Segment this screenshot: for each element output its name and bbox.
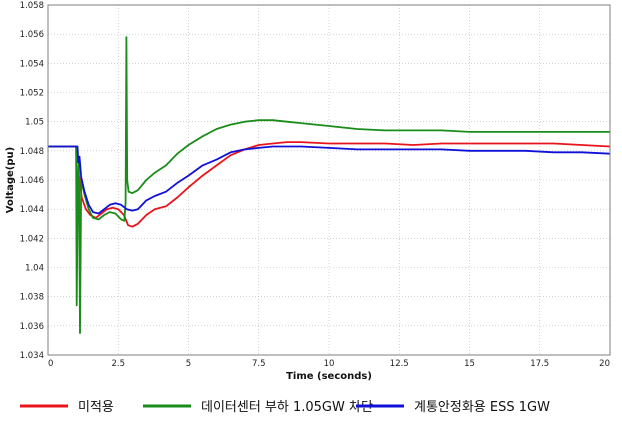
x-tick-label: 15 bbox=[464, 359, 475, 369]
x-tick-label: 17.5 bbox=[530, 359, 549, 369]
x-tick-label: 5 bbox=[186, 359, 191, 369]
grid-lines bbox=[48, 5, 610, 355]
x-tick-label: 2.5 bbox=[111, 359, 125, 369]
y-tick-label: 1.048 bbox=[20, 147, 44, 157]
y-tick-label: 1.05 bbox=[25, 118, 44, 128]
y-tick-label: 1.058 bbox=[20, 1, 44, 11]
plot-frame bbox=[47, 4, 611, 356]
y-tick-label: 1.044 bbox=[20, 205, 44, 215]
series-line-2 bbox=[48, 36, 610, 334]
series-layer bbox=[48, 36, 611, 334]
x-tick-label: 12.5 bbox=[390, 359, 409, 369]
tick-labels: 1.034 1.036 1.038 1.04 1.042 1.044 1.046 1.048 1… bbox=[20, 1, 610, 369]
y-tick-label: 1.054 bbox=[20, 59, 44, 69]
x-tick-label: 7.5 bbox=[252, 359, 266, 369]
legend-label-1: 미적용 bbox=[78, 400, 114, 415]
legend: 미적용 데이터센터 부하 1.05GW 차단 계통안정화용 ESS 1GW bbox=[20, 400, 550, 415]
x-axis-title: Time (seconds) bbox=[286, 371, 372, 382]
x-tick-label: 10 bbox=[324, 359, 335, 369]
y-tick-label: 1.056 bbox=[20, 30, 44, 40]
x-tick-label: 0 bbox=[48, 359, 53, 369]
x-tick-label: 20 bbox=[599, 359, 610, 369]
series-line-3 bbox=[48, 145, 611, 215]
y-tick-label: 1.038 bbox=[20, 293, 44, 303]
legend-label-2: 데이터센터 부하 1.05GW 차단 bbox=[201, 400, 373, 415]
y-axis-title: Voltage(pu) bbox=[5, 147, 16, 213]
y-tick-label: 1.052 bbox=[20, 89, 44, 99]
y-tick-label: 1.046 bbox=[20, 176, 44, 186]
y-tick-label: 1.04 bbox=[25, 264, 44, 274]
y-tick-label: 1.036 bbox=[20, 322, 44, 332]
legend-label-3: 계통안정화용 ESS 1GW bbox=[414, 400, 550, 415]
y-tick-label: 1.034 bbox=[20, 351, 44, 361]
y-tick-label: 1.042 bbox=[20, 234, 44, 244]
